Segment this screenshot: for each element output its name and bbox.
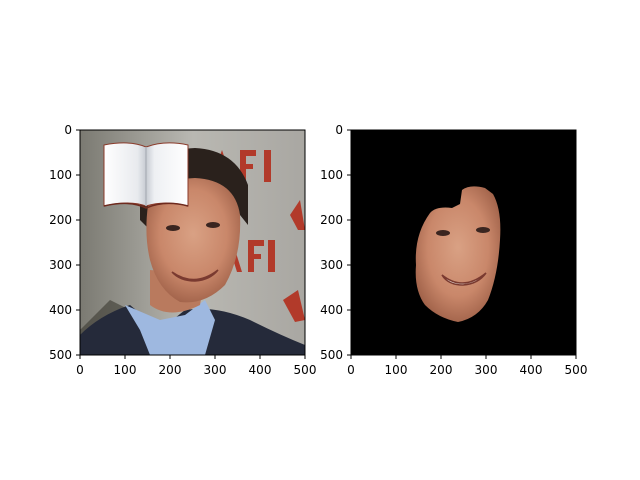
right-y-tick-label: 300 [320, 258, 343, 272]
left-photo-panel [80, 130, 305, 355]
masked-mouth [441, 272, 487, 286]
left-x-tick-label: 300 [203, 363, 227, 377]
left-x-tick-label: 200 [158, 363, 182, 377]
right-x-tick-label: 400 [519, 363, 543, 377]
left-x-tick-label: 400 [248, 363, 272, 377]
right-axes-frame [350, 129, 577, 356]
left-eye [166, 225, 180, 231]
left-y-tick-label: 200 [49, 213, 72, 227]
right-y-tick-label: 200 [320, 213, 343, 227]
right-y-tick-label: 0 [335, 123, 343, 137]
masked-left-eye [436, 230, 450, 236]
left-axes-frame [79, 129, 306, 356]
right-y-tick-label: 500 [320, 348, 343, 362]
left-x-tick-label: 100 [113, 363, 137, 377]
left-y-tick-label: 100 [49, 168, 72, 182]
left-y-tick-label: 500 [49, 348, 72, 362]
right-eye [206, 222, 220, 228]
right-y-tick-label: 100 [320, 168, 343, 182]
masked-right-eye [476, 227, 490, 233]
left-x-tick-label: 500 [293, 363, 317, 377]
right-mask-panel [351, 130, 576, 355]
right-x-tick-label: 0 [347, 363, 355, 377]
right-x-tick-label: 300 [474, 363, 498, 377]
left-y-tick-label: 300 [49, 258, 72, 272]
right-x-tick-label: 200 [429, 363, 453, 377]
left-y-tick-label: 400 [49, 303, 72, 317]
shirt [125, 300, 215, 355]
masked-face [415, 186, 501, 322]
left-x-tick-label: 0 [76, 363, 84, 377]
right-y-tick-label: 400 [320, 303, 343, 317]
tick-marks [76, 129, 577, 359]
book-icon [103, 142, 189, 209]
mouth [171, 269, 219, 282]
left-y-tick-label: 0 [64, 123, 72, 137]
right-x-tick-label: 100 [384, 363, 408, 377]
right-x-tick-label: 500 [564, 363, 588, 377]
